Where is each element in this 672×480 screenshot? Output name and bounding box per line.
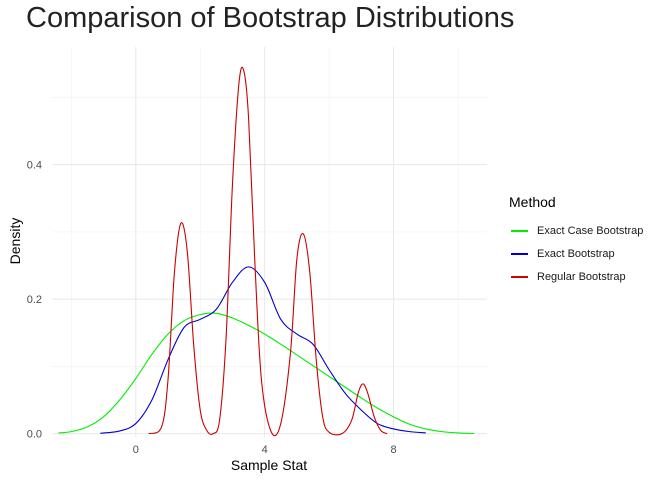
grid-minor: [52, 47, 487, 437]
x-tick-label: 8: [390, 444, 396, 456]
x-tick-label: 0: [133, 444, 139, 456]
legend-title: Method: [509, 194, 556, 210]
legend-swatch: [511, 229, 528, 232]
series-line-exact-bootstrap: [100, 266, 426, 434]
legend-item: Exact Bootstrap: [509, 242, 643, 265]
y-tick-label: 0.4: [27, 160, 42, 172]
y-axis-title: Density: [7, 218, 23, 265]
legend-label: Exact Bootstrap: [537, 247, 615, 260]
x-tick-label: 4: [262, 444, 268, 456]
legend-item: Exact Case Bootstrap: [509, 219, 643, 242]
legend: Method Exact Case Bootstrap Exact Bootst…: [509, 194, 643, 288]
legend-swatch: [511, 275, 528, 278]
series-line-exact-case-bootstrap: [58, 312, 475, 434]
y-tick-label: 0.2: [27, 294, 42, 306]
legend-item: Regular Bootstrap: [509, 265, 643, 288]
x-axis-title: Sample Stat: [231, 457, 307, 473]
legend-swatch: [511, 252, 528, 255]
chart-title: Comparison of Bootstrap Distributions: [26, 2, 515, 34]
y-tick-label: 0.0: [27, 429, 42, 441]
legend-label: Exact Case Bootstrap: [537, 224, 644, 237]
series-line-regular-bootstrap: [148, 66, 388, 437]
series-layer: [58, 66, 475, 437]
legend-label: Regular Bootstrap: [537, 270, 626, 283]
grid-major: [52, 47, 487, 437]
tick-layer: 0 4 8 0.0 0.2 0.4: [27, 160, 397, 456]
